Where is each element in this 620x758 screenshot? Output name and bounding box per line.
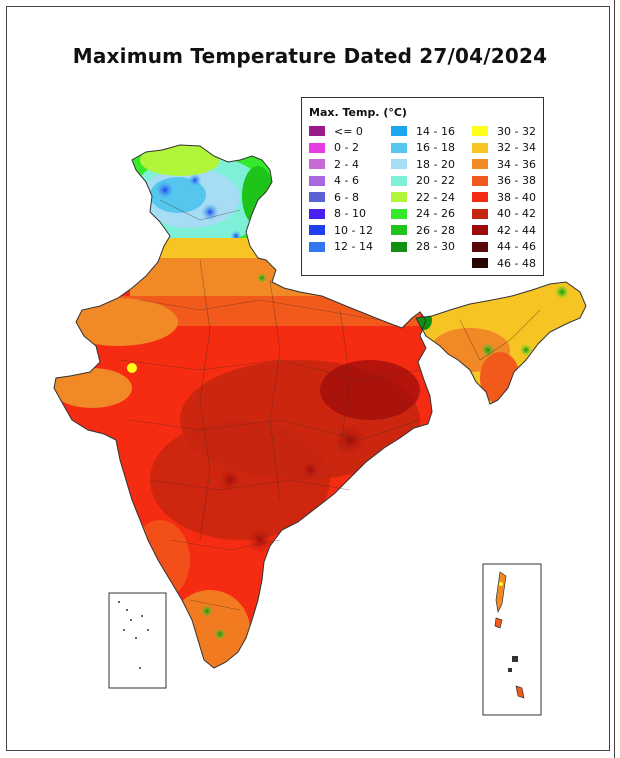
legend-label: 28 - 30: [416, 240, 455, 253]
legend-item: 8 - 10: [309, 207, 366, 221]
legend-label: 30 - 32: [497, 124, 536, 138]
legend-item: <= 0: [309, 124, 363, 138]
legend-swatch: [472, 192, 488, 202]
andaman-inset: [482, 563, 542, 716]
legend-swatch: [309, 126, 325, 136]
legend-swatch: [309, 225, 325, 235]
legend-item: 34 - 36: [472, 157, 536, 171]
legend-swatch: [309, 159, 325, 169]
legend-label: 46 - 48: [497, 256, 536, 270]
legend-swatch: [309, 142, 325, 153]
legend-item: 18 - 20: [391, 157, 455, 171]
legend-item: 16 - 18: [391, 141, 455, 155]
legend-swatch: [472, 142, 488, 153]
legend-item: 14 - 16: [391, 124, 455, 138]
legend-label: 24 - 26: [416, 207, 455, 220]
frame-rule: [614, 0, 615, 758]
legend-label: <= 0: [334, 124, 363, 138]
legend-item: 2 - 4: [309, 157, 359, 171]
legend-label: 14 - 16: [416, 124, 455, 138]
legend-label: 8 - 10: [334, 207, 366, 220]
legend: Max. Temp. (°C) <= 0 0 - 2 2 - 4 4 - 6 6 - 8…: [301, 97, 544, 276]
legend-label: 16 - 18: [416, 141, 455, 154]
legend-item: 32 - 34: [472, 141, 536, 155]
map-title: Maximum Temperature Dated 27/04/2024: [72, 44, 548, 68]
legend-swatch: [391, 225, 407, 235]
legend-label: 42 - 44: [497, 223, 536, 237]
legend-swatch: [472, 258, 488, 268]
legend-item: 12 - 14: [309, 240, 373, 254]
legend-label: 22 - 24: [416, 190, 455, 204]
legend-swatch: [472, 126, 488, 136]
legend-swatch: [309, 241, 325, 252]
district-boundaries: [119, 199, 541, 611]
legend-item: 0 - 2: [309, 141, 359, 155]
legend-swatch: [391, 126, 407, 136]
legend-item: 28 - 30: [391, 240, 455, 254]
northeast-temperature-field: [416, 282, 586, 404]
legend-label: 38 - 40: [497, 190, 536, 204]
legend-item: 36 - 38: [472, 174, 536, 188]
legend-item: 42 - 44: [472, 223, 536, 237]
legend-swatch: [472, 159, 488, 169]
legend-title: Max. Temp. (°C): [309, 106, 407, 119]
legend-item: 20 - 22: [391, 174, 455, 188]
legend-item: 26 - 28: [391, 223, 455, 237]
legend-label: 26 - 28: [416, 223, 455, 237]
legend-swatch: [391, 192, 407, 202]
legend-label: 4 - 6: [334, 174, 359, 187]
legend-label: 12 - 14: [334, 240, 373, 253]
lakshadweep-islands: [118, 601, 149, 669]
legend-label: 20 - 22: [416, 174, 455, 187]
legend-swatch: [391, 241, 407, 252]
legend-swatch: [391, 159, 407, 169]
legend-label: 2 - 4: [334, 157, 359, 171]
legend-swatch: [309, 208, 325, 219]
andaman-islands: [494, 571, 525, 699]
legend-swatch: [472, 175, 488, 186]
legend-item: 24 - 26: [391, 207, 455, 221]
legend-label: 34 - 36: [497, 157, 536, 171]
legend-label: 18 - 20: [416, 157, 455, 171]
legend-item: 10 - 12: [309, 223, 373, 237]
legend-swatch: [391, 208, 407, 219]
legend-item: 6 - 8: [309, 190, 359, 204]
legend-item: 46 - 48: [472, 256, 536, 270]
legend-item: 44 - 46: [472, 240, 536, 254]
legend-swatch: [309, 192, 325, 202]
legend-item: 40 - 42: [472, 207, 536, 221]
legend-swatch: [391, 175, 407, 186]
legend-swatch: [309, 175, 325, 186]
legend-item: 22 - 24: [391, 190, 455, 204]
legend-item: 38 - 40: [472, 190, 536, 204]
legend-label: 0 - 2: [334, 141, 359, 154]
legend-label: 10 - 12: [334, 223, 373, 237]
legend-label: 40 - 42: [497, 207, 536, 220]
legend-label: 44 - 46: [497, 240, 536, 253]
legend-swatch: [391, 142, 407, 153]
legend-label: 6 - 8: [334, 190, 359, 204]
legend-label: 32 - 34: [497, 141, 536, 154]
lakshadweep-inset: [108, 592, 167, 689]
legend-swatch: [472, 208, 488, 219]
legend-swatch: [472, 225, 488, 235]
legend-item: 30 - 32: [472, 124, 536, 138]
legend-label: 36 - 38: [497, 174, 536, 187]
legend-item: 4 - 6: [309, 174, 359, 188]
legend-swatch: [472, 241, 488, 252]
